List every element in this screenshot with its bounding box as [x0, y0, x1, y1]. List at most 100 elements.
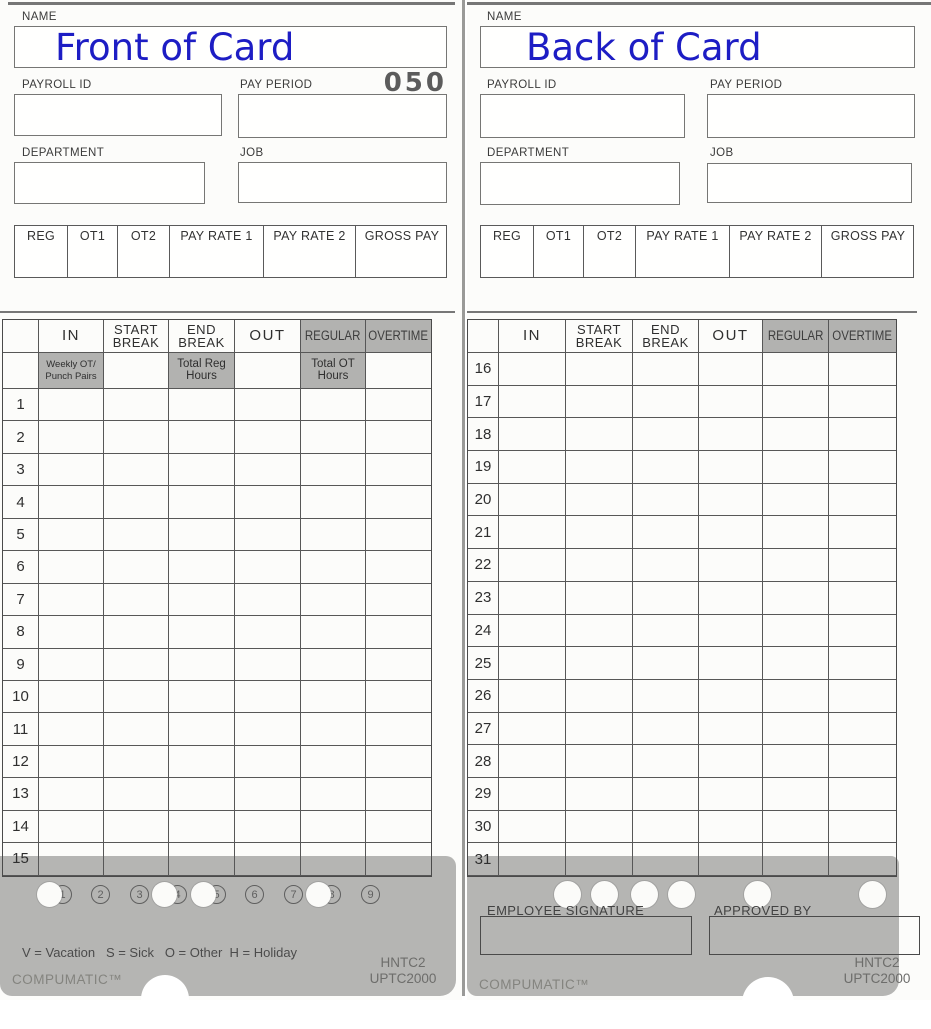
day-cell-out — [699, 516, 763, 550]
pay-col-pay-rate-2: PAY RATE 2 — [264, 226, 356, 277]
day-number: 29 — [468, 777, 499, 811]
day-cell-overtime — [366, 551, 431, 584]
day-cell-in — [499, 581, 566, 615]
day-cell-regular — [763, 647, 829, 680]
day-cell-end_break — [633, 810, 699, 844]
day-cell-out — [235, 453, 301, 487]
day-cell-in — [39, 616, 104, 649]
day-cell-end_break — [633, 451, 699, 484]
day-cell-regular — [301, 843, 366, 876]
day-number: 16 — [468, 353, 499, 386]
day-cell-end_break — [169, 745, 235, 779]
circled-digit-2: 2 — [91, 885, 110, 904]
pay-col-pay-rate-2: PAY RATE 2 — [730, 226, 822, 277]
day-cell-start_break — [104, 810, 169, 844]
day-cell-end_break — [169, 680, 235, 714]
day-cell-regular — [763, 385, 829, 419]
day-cell-in — [499, 451, 566, 484]
day-cell-in — [39, 810, 104, 844]
punched-hole — [152, 882, 177, 907]
day-cell-start_break — [566, 679, 633, 713]
subheader-end_break: Total Reg Hours — [169, 353, 235, 389]
time-col-header-in: IN — [499, 320, 566, 353]
day-cell-in — [39, 680, 104, 714]
day-cell-overtime — [366, 421, 431, 454]
day-number: 21 — [468, 516, 499, 550]
day-cell-overtime — [366, 811, 431, 844]
pay-col-ot2: OT2 — [118, 226, 170, 277]
subheader-blank — [235, 353, 301, 389]
day-number: 11 — [3, 713, 39, 746]
day-cell-out — [235, 583, 301, 617]
day-cell-in — [499, 712, 566, 746]
employee-signature-box — [480, 916, 692, 955]
day-number: 10 — [3, 680, 39, 714]
day-cell-regular — [301, 680, 366, 714]
day-cell-end_break — [169, 713, 235, 746]
day-number: 18 — [468, 418, 499, 452]
time-col-header-row — [3, 320, 39, 353]
time-col-header-regular: REGULAR — [763, 320, 829, 353]
model-numbers: HNTC2 UPTC2000 — [833, 955, 921, 987]
day-cell-in — [499, 777, 566, 811]
day-number: 23 — [468, 581, 499, 615]
time-col-header-out: OUT — [235, 320, 301, 353]
circled-digit-9: 9 — [361, 885, 380, 904]
day-cell-regular — [763, 777, 829, 811]
payroll-id-label: PAYROLL ID — [487, 79, 557, 91]
day-cell-out — [699, 712, 763, 746]
punch-slot-2: 2 — [86, 883, 110, 907]
day-cell-end_break — [169, 810, 235, 844]
day-cell-regular — [301, 486, 366, 519]
day-cell-regular — [301, 583, 366, 617]
day-cell-in — [39, 778, 104, 811]
day-number: 15 — [3, 843, 39, 876]
time-col-header-regular: REGULAR — [301, 320, 366, 353]
day-cell-start_break — [566, 810, 633, 844]
job-label: JOB — [710, 147, 734, 159]
circled-digit-3: 3 — [130, 885, 149, 904]
day-cell-start_break — [104, 648, 169, 681]
name-field-box: Back of Card — [480, 26, 915, 69]
day-cell-start_break — [104, 713, 169, 746]
day-cell-end_break — [633, 647, 699, 680]
day-number: 6 — [3, 551, 39, 584]
model-line1: HNTC2 — [854, 955, 900, 970]
day-cell-out — [699, 549, 763, 582]
punched-hole — [858, 881, 886, 908]
day-cell-in — [499, 483, 566, 517]
day-cell-end_break — [169, 843, 235, 876]
day-cell-overtime — [829, 843, 896, 876]
timecard-front: NAME Front of Card PAYROLL ID PAY PERIOD… — [0, 0, 462, 1023]
day-cell-out — [699, 385, 763, 419]
day-cell-start_break — [566, 777, 633, 811]
punch-slot-4: 4 — [152, 882, 187, 907]
day-cell-regular — [763, 679, 829, 713]
day-cell-out — [235, 745, 301, 779]
day-number: 26 — [468, 679, 499, 713]
name-field-box: Front of Card — [14, 26, 447, 69]
day-cell-start_break — [104, 843, 169, 876]
punch-slot-5: 5 — [191, 882, 226, 907]
brand-name: COMPUMATIC™ — [12, 972, 123, 987]
day-cell-in — [499, 516, 566, 550]
day-cell-overtime — [829, 516, 896, 550]
day-cell-in — [499, 385, 566, 419]
subheader-blank — [366, 353, 431, 389]
day-cell-end_break — [633, 679, 699, 713]
day-cell-out — [235, 616, 301, 649]
day-cell-regular — [763, 418, 829, 452]
punched-hole — [306, 882, 331, 907]
day-cell-regular — [301, 453, 366, 487]
day-cell-overtime — [829, 713, 896, 746]
day-number: 19 — [468, 451, 499, 484]
day-cell-end_break — [169, 551, 235, 584]
day-cell-overtime — [366, 843, 431, 876]
circled-digit-6: 6 — [245, 885, 264, 904]
time-col-header-in: IN — [39, 320, 104, 353]
punched-hole — [743, 881, 771, 908]
time-col-header-overtime: OVERTIME — [366, 320, 431, 353]
day-cell-overtime — [829, 549, 896, 582]
model-line2: UPTC2000 — [843, 971, 911, 986]
